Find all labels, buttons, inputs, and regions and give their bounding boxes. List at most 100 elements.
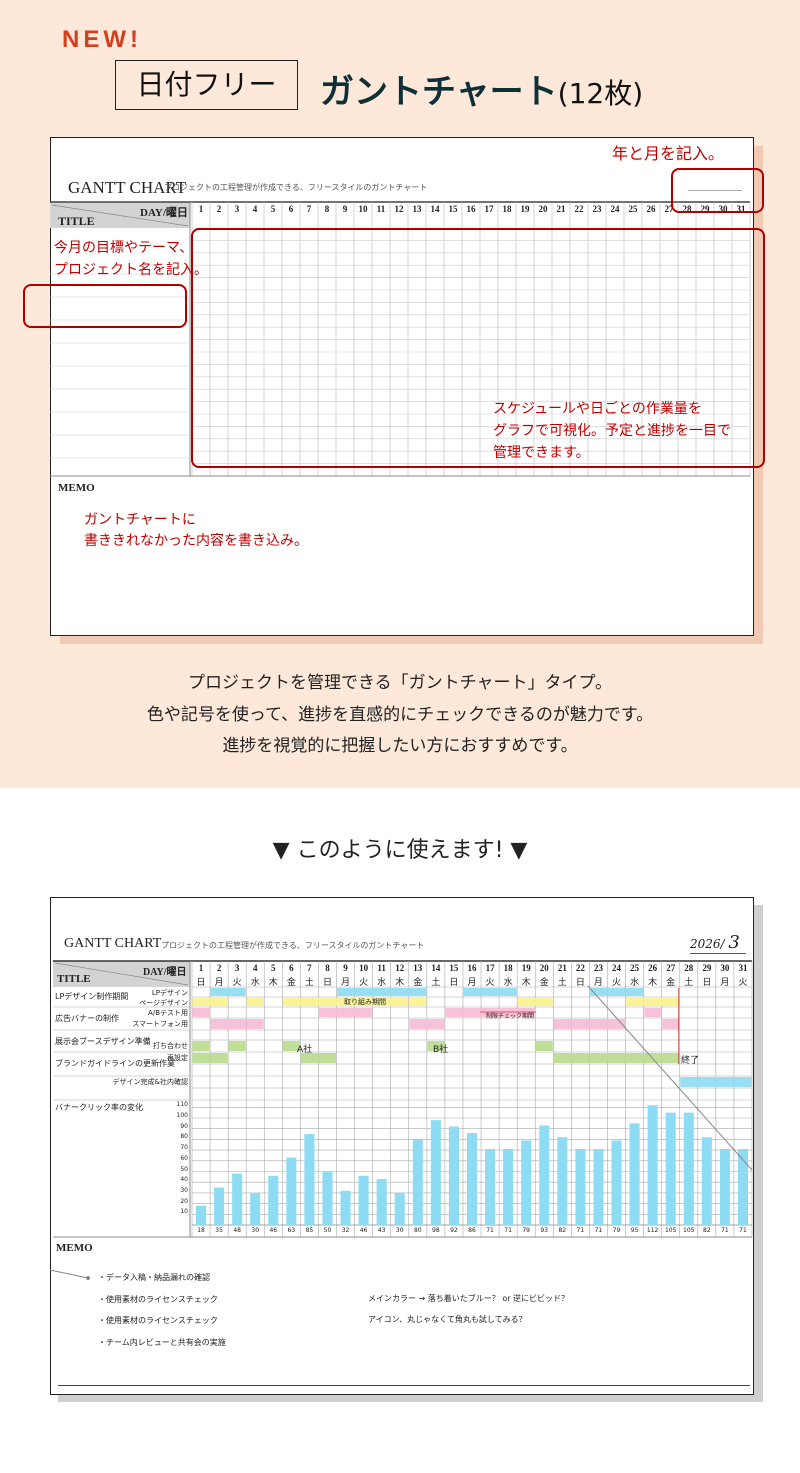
- y-tick-label: 10: [180, 1208, 188, 1216]
- chart-bar: [683, 1112, 694, 1225]
- bar-value-label: 71: [739, 1227, 747, 1234]
- task-group-label: 展示会ブースデザイン準備: [55, 1037, 151, 1046]
- weekday: 土: [557, 978, 567, 988]
- weekday: 日: [449, 978, 459, 988]
- day-number: 19: [520, 204, 530, 214]
- memo-item: ・チーム内レビューと共有会の実施: [98, 1337, 226, 1347]
- gantt-bar-yellow: [626, 998, 680, 1006]
- gantt-bar-yellow: [192, 998, 228, 1006]
- annotation-box-title: [23, 284, 187, 328]
- chart-bar: [268, 1175, 279, 1225]
- title-header: TITLE: [58, 214, 95, 228]
- day-number: 9: [343, 963, 348, 973]
- gantt-bar-blue: [210, 988, 246, 996]
- day-number: 13: [413, 963, 423, 973]
- day-number: 31: [738, 963, 748, 973]
- chart-bar: [466, 1132, 478, 1225]
- bar-value-label: 46: [269, 1227, 278, 1234]
- title-count: (12枚): [557, 77, 644, 110]
- chart-bar: [665, 1112, 676, 1225]
- bar-value-label: 50: [323, 1227, 332, 1234]
- day-number: 3: [234, 963, 240, 973]
- day-number: 15: [448, 204, 458, 214]
- annotation-schedule-3: 管理できます。: [493, 445, 590, 461]
- y-tick-label: 40: [180, 1176, 188, 1184]
- gantt-bar-pink: [210, 1019, 264, 1029]
- weekday: 金: [539, 978, 549, 988]
- weekday: 火: [738, 978, 748, 988]
- chart-bar: [232, 1173, 243, 1225]
- header-diagonal: [54, 962, 189, 986]
- task-row-label: ページデザイン: [139, 999, 188, 1007]
- chart-bar: [394, 1192, 405, 1225]
- pointer-line: [587, 985, 753, 1171]
- bar-note: A社: [297, 1045, 313, 1055]
- gantt-bar-green: [192, 1041, 210, 1051]
- annotation-box-date: [671, 168, 764, 213]
- chart-bar: [485, 1149, 496, 1225]
- weekday: 月: [467, 978, 477, 988]
- date-free-label: 日付フリー: [115, 60, 298, 110]
- day-number: 9: [342, 204, 348, 214]
- day-number: 24: [612, 963, 621, 973]
- bar-value-label: 92: [450, 1227, 458, 1234]
- day-number: 7: [306, 204, 312, 214]
- task-row-label: 打ち合わせ: [153, 1042, 188, 1050]
- task-row-label: スマートフォン用: [132, 1020, 188, 1028]
- day-number: 20: [538, 204, 548, 214]
- chart-bar: [196, 1205, 207, 1225]
- annotation-schedule-2: グラフで可視化。予定と進捗を一目で: [493, 423, 731, 439]
- chart-bar: [647, 1105, 658, 1225]
- gantt-bar-green: [553, 1053, 680, 1063]
- bar-value-label: 71: [504, 1227, 512, 1234]
- memo-item: アイコン、丸じゃなくて角丸も試してみる？: [368, 1315, 527, 1324]
- task-group-label: バナークリック率の変化: [55, 1103, 143, 1112]
- year-month: 2026/ 3: [690, 932, 746, 954]
- y-tick-label: 30: [180, 1186, 188, 1194]
- y-tick-label: 90: [180, 1122, 188, 1130]
- day-number: 16: [467, 963, 477, 973]
- chart-bar: [521, 1140, 532, 1225]
- date-line: [688, 190, 742, 191]
- weekday: 水: [630, 978, 640, 988]
- gantt-bar-green: [228, 1041, 246, 1051]
- pointer-line: [49, 1269, 89, 1279]
- bar-value-label: 105: [664, 1227, 677, 1234]
- bar-value-label: 86: [468, 1227, 476, 1234]
- weekday: 金: [286, 978, 296, 988]
- day-number: 26: [648, 963, 658, 973]
- day-number: 8: [325, 963, 330, 973]
- day-number: 1: [198, 963, 204, 973]
- chart-bar: [557, 1137, 568, 1225]
- annotation-goal-1: 今月の目標やテーマ、: [54, 240, 194, 256]
- annotation-memo-2: 書ききれなかった内容を書き込み。: [84, 533, 308, 549]
- bar-value-label: 98: [432, 1227, 440, 1234]
- gantt-bar-pink: [662, 1019, 680, 1029]
- description-line-3: 進捗を視覚的に把握したい方におすすめです。: [222, 736, 578, 756]
- day-number: 6: [289, 963, 294, 973]
- weekday: 火: [611, 978, 621, 988]
- bar-note: 終了: [681, 1056, 700, 1066]
- bar-value-label: 48: [233, 1227, 241, 1234]
- day-number: 29: [700, 204, 710, 214]
- day-number: 10: [358, 204, 368, 214]
- month: 3: [728, 932, 740, 953]
- day-number: 25: [628, 204, 638, 214]
- gantt-bar-yellow: [409, 998, 427, 1006]
- gantt-bar-pink: [192, 1008, 210, 1017]
- weekday: 火: [485, 978, 495, 988]
- weekday: 日: [196, 978, 206, 988]
- weekday: 木: [268, 978, 278, 988]
- day-number: 18: [502, 204, 512, 214]
- sheet-bottom-line: [58, 1385, 750, 1386]
- y-tick-label: 100: [176, 1112, 188, 1119]
- gantt-title: GANTT CHART: [64, 936, 162, 951]
- y-tick-label: 20: [180, 1197, 188, 1205]
- new-badge: NEW!: [62, 26, 142, 53]
- product-title: ガントチャート(12枚): [320, 64, 643, 113]
- task-row-label: 再設定: [167, 1054, 188, 1062]
- gantt-bar-blue: [463, 988, 517, 996]
- day-number: 22: [574, 204, 584, 214]
- title-header-cell: [50, 202, 190, 228]
- memo-label: MEMO: [56, 1242, 93, 1254]
